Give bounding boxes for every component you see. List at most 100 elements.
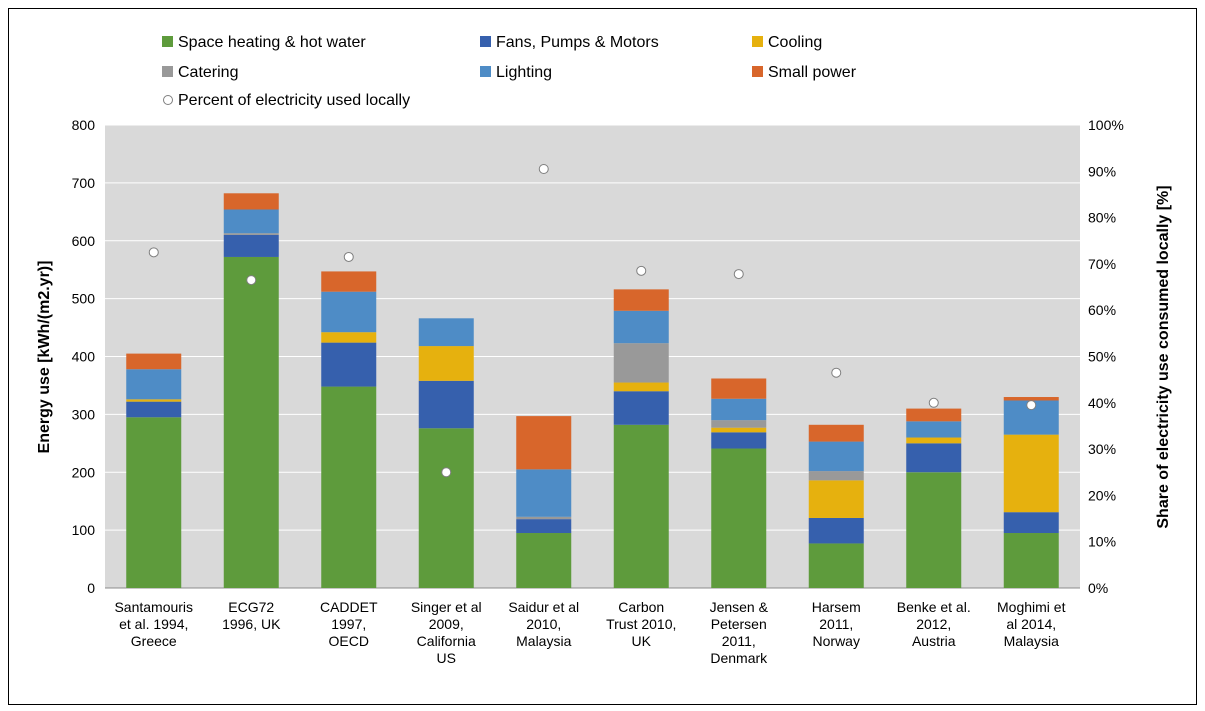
legend-label: Small power: [768, 64, 857, 81]
y2-axis-title: Share of electricity use consumed locall…: [1155, 185, 1172, 528]
bar-segment: [418, 428, 474, 588]
x-tick-label: Singer et al 2009, California US: [411, 599, 482, 666]
bar-segment: [126, 401, 182, 418]
bar-segment: [613, 382, 669, 392]
x-tick-label: Saidur et al 2010, Malaysia: [508, 599, 579, 649]
bar-segment: [808, 517, 864, 544]
x-tick-label: Benke et al. 2012, Austria: [897, 599, 971, 649]
x-tick-label: Jensen & Petersen 2011, Denmark: [710, 599, 769, 666]
y-tick-label: 0: [87, 580, 95, 596]
scatter-point: [928, 397, 939, 408]
y2-tick-label: 30%: [1088, 441, 1116, 457]
bar-segment: [1003, 512, 1059, 534]
y-tick-label: 700: [72, 175, 96, 191]
bar-segment: [1003, 397, 1059, 401]
y2-tick-label: 0%: [1088, 580, 1108, 596]
legend-swatch: [480, 36, 491, 47]
scatter-point: [1026, 400, 1037, 411]
bar-segment: [418, 346, 474, 381]
bar-segment: [321, 386, 377, 588]
y2-tick-label: 90%: [1088, 163, 1116, 179]
bar-segment: [711, 398, 767, 421]
bar-segment: [906, 408, 962, 422]
legend-label: Catering: [178, 64, 238, 81]
bar-segment: [126, 369, 182, 400]
bar-segment: [808, 424, 864, 442]
y-axis-ticks: 0 100 200 300 400 500 600 700 800: [72, 117, 96, 596]
y-tick-label: 100: [72, 522, 96, 538]
scatter-point: [538, 163, 549, 174]
legend-swatch: [162, 36, 173, 47]
x-tick-label: Harsem 2011, Norway: [812, 599, 861, 649]
bar-segment: [711, 378, 767, 399]
y-tick-label: 500: [72, 291, 96, 307]
y-tick-label: 200: [72, 464, 96, 480]
scatter-point: [246, 275, 257, 286]
legend-label: Lighting: [496, 64, 552, 81]
legend-swatch: [162, 66, 173, 77]
legend-marker: [163, 95, 173, 105]
scatter-point: [636, 265, 647, 276]
y-axis-title: Energy use [kWh/(m2.yr)]: [36, 261, 53, 454]
bar-segment: [321, 271, 377, 292]
bar-stacks: [126, 193, 1059, 588]
bar-segment: [711, 427, 767, 433]
legend-label: Percent of electricity used locally: [178, 92, 410, 109]
bar-segment: [808, 543, 864, 588]
bar-segment: [711, 448, 767, 588]
bar-segment: [126, 353, 182, 370]
bar-segment: [906, 437, 962, 444]
bar-segment: [321, 332, 377, 343]
x-tick-label: Moghimi et al 2014, Malaysia: [997, 599, 1066, 649]
legend-label: Fans, Pumps & Motors: [496, 34, 659, 51]
bar-segment: [613, 310, 669, 344]
y2-tick-label: 20%: [1088, 487, 1116, 503]
y2-tick-label: 10%: [1088, 534, 1116, 550]
scatter-point: [733, 269, 744, 280]
bar-segment: [126, 417, 182, 588]
bar-segment: [126, 399, 182, 402]
bar-segment: [711, 420, 767, 428]
bar-segment: [516, 516, 572, 520]
legend-swatch: [752, 66, 763, 77]
legend: Space heating & hot water Fans, Pumps & M…: [162, 34, 857, 109]
y-tick-label: 800: [72, 117, 96, 133]
legend-swatch: [480, 66, 491, 77]
bar-segment: [516, 519, 572, 534]
scatter-point: [148, 247, 159, 258]
bar-segment: [321, 291, 377, 333]
bar-segment: [906, 472, 962, 588]
bar-segment: [1003, 434, 1059, 513]
bar-segment: [808, 471, 864, 481]
bar-segment: [516, 533, 572, 588]
scatter-point: [343, 251, 354, 262]
bar-segment: [516, 469, 572, 517]
bar-segment: [516, 416, 572, 470]
legend-label: Space heating & hot water: [178, 34, 366, 51]
y2-tick-label: 80%: [1088, 210, 1116, 226]
bar-segment: [321, 342, 377, 387]
bar-segment: [1003, 533, 1059, 588]
y-tick-label: 600: [72, 233, 96, 249]
bar-segment: [418, 380, 474, 429]
bar-segment: [223, 233, 279, 235]
y2-tick-label: 100%: [1088, 117, 1124, 133]
bar-segment: [418, 318, 474, 347]
bar-segment: [223, 256, 279, 588]
x-tick-label: CADDET 1997, OECD: [320, 599, 378, 649]
x-axis-ticks: Santamouris et al. 1994, Greece ECG72 1996, …: [114, 599, 1065, 666]
x-tick-label: Santamouris et al. 1994, Greece: [114, 599, 193, 649]
legend-swatch: [752, 36, 763, 47]
bar-segment: [613, 391, 669, 425]
y2-tick-label: 50%: [1088, 349, 1116, 365]
bar-segment: [613, 424, 669, 588]
bar-segment: [223, 234, 279, 257]
bar-segment: [711, 432, 767, 449]
scatter-point: [441, 467, 452, 478]
y2-tick-label: 40%: [1088, 395, 1116, 411]
bar-segment: [808, 480, 864, 518]
scatter-points: [148, 163, 1037, 478]
y2-tick-label: 60%: [1088, 302, 1116, 318]
legend-label: Cooling: [768, 34, 822, 51]
